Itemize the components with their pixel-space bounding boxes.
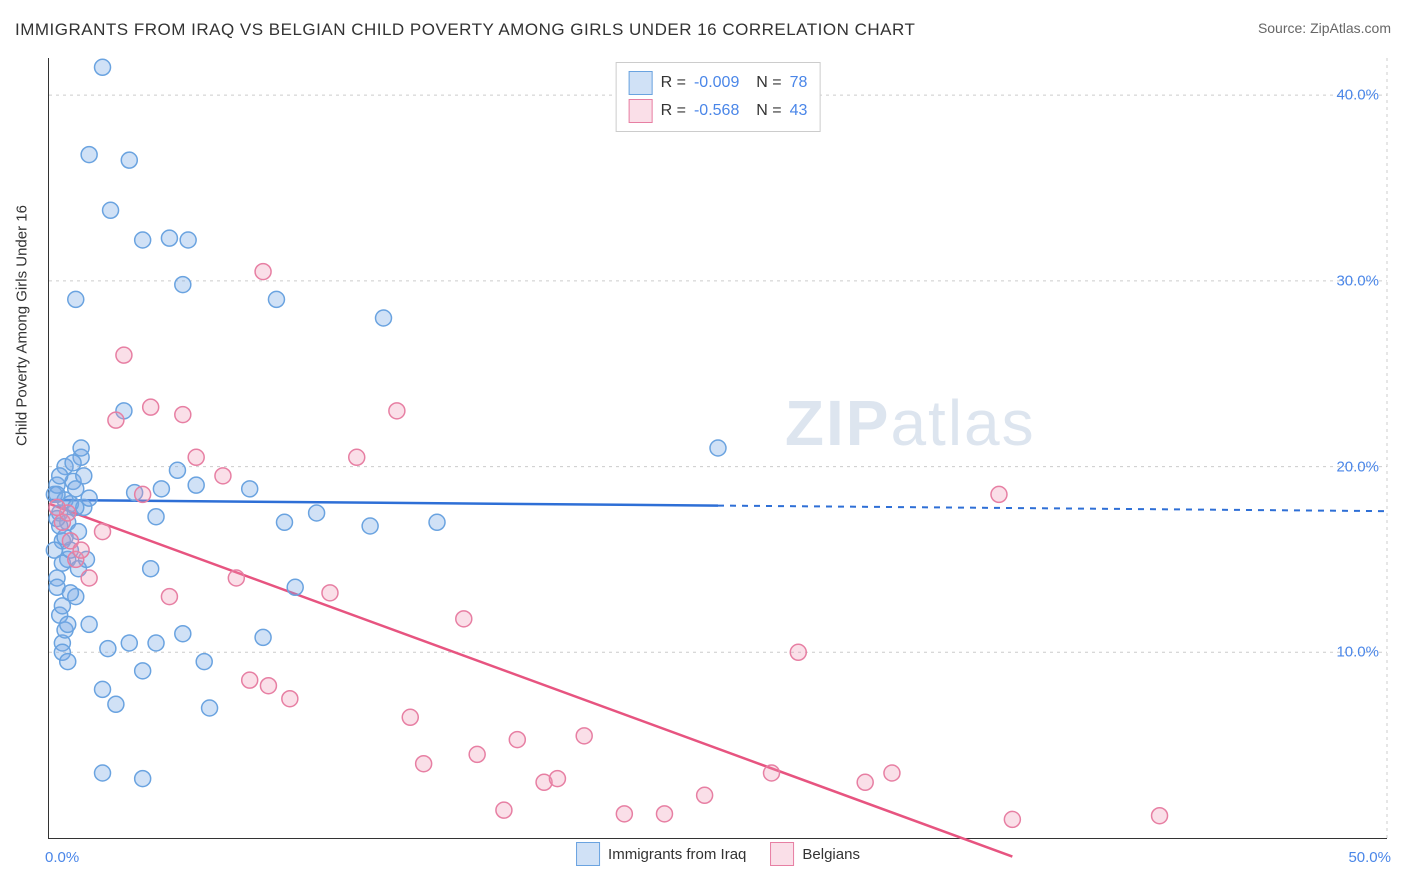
r-label: R = xyxy=(661,74,686,92)
x-tick-1: 50.0% xyxy=(1348,849,1391,866)
legend-swatch-1 xyxy=(770,842,794,866)
r-value-1: -0.568 xyxy=(694,102,739,120)
chart-plot-area: ZIPatlas R = -0.009 N = 78 R = -0.568 N … xyxy=(48,58,1387,839)
legend-label-0: Immigrants from Iraq xyxy=(608,846,746,863)
legend-item-1: Belgians xyxy=(770,842,860,866)
n-value-0: 78 xyxy=(790,74,808,92)
source-prefix: Source: xyxy=(1258,20,1310,36)
x-tick-0: 0.0% xyxy=(45,849,79,866)
r-label: R = xyxy=(661,102,686,120)
source-name: ZipAtlas.com xyxy=(1310,20,1391,36)
n-label: N = xyxy=(747,102,781,120)
legend-label-1: Belgians xyxy=(802,846,860,863)
swatch-series-0 xyxy=(629,71,653,95)
chart-title: IMMIGRANTS FROM IRAQ VS BELGIAN CHILD PO… xyxy=(15,20,915,40)
n-label: N = xyxy=(747,74,781,92)
legend-item-0: Immigrants from Iraq xyxy=(576,842,746,866)
y-tick-1: 20.0% xyxy=(1336,458,1379,475)
stats-legend: R = -0.009 N = 78 R = -0.568 N = 43 xyxy=(616,62,821,132)
r-value-0: -0.009 xyxy=(694,74,739,92)
stats-row-series-0: R = -0.009 N = 78 xyxy=(629,69,808,97)
scatter-svg xyxy=(49,58,1387,838)
y-tick-3: 40.0% xyxy=(1336,87,1379,104)
n-value-1: 43 xyxy=(790,102,808,120)
y-tick-2: 30.0% xyxy=(1336,272,1379,289)
y-axis-label: Child Poverty Among Girls Under 16 xyxy=(14,205,31,446)
series-legend: Immigrants from Iraq Belgians xyxy=(576,842,860,866)
swatch-series-1 xyxy=(629,99,653,123)
chart-container: IMMIGRANTS FROM IRAQ VS BELGIAN CHILD PO… xyxy=(0,0,1406,892)
legend-swatch-0 xyxy=(576,842,600,866)
y-tick-0: 10.0% xyxy=(1336,644,1379,661)
stats-row-series-1: R = -0.568 N = 43 xyxy=(629,97,808,125)
source-attribution: Source: ZipAtlas.com xyxy=(1258,20,1391,36)
